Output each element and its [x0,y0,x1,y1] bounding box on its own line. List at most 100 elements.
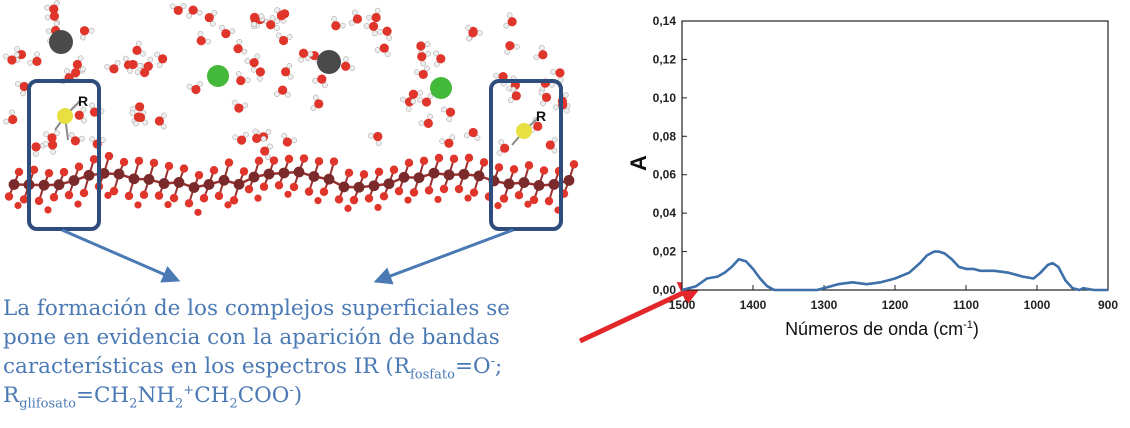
surface-atom [514,161,534,208]
surface-atom [304,157,324,205]
surface-atom [379,165,399,201]
water-molecule [266,15,280,31]
water-molecule [275,32,293,46]
water-molecule [3,109,18,125]
water-molecule [496,139,510,156]
water-molecule [42,140,58,155]
surface-atom [469,158,489,197]
water-molecule [154,51,168,69]
water-molecule [27,51,42,66]
surface-atom [184,170,204,216]
water-molecule [281,132,298,147]
water-molecule [204,9,218,27]
water-molecule [154,112,167,130]
surface-atom [544,166,564,214]
y-tick-label: 0,00 [653,283,677,297]
water-molecule [341,56,356,72]
surface-atom [124,156,144,209]
surface-atom [109,157,129,196]
water-molecule [441,106,456,122]
surface-atom [94,151,114,199]
caption-line-3: características en los espectros IR (Rfo… [3,353,503,383]
caption-line-2: pone en evidencia con la aparición de ba… [3,325,500,350]
water-molecule [72,55,86,72]
water-molecule [14,46,27,63]
surface-atom [49,167,69,202]
surface-atom [214,158,234,209]
x-tick-label: 1000 [1024,298,1051,312]
highlight-box-right [489,79,563,231]
water-molecule [250,66,266,82]
water-molecule [507,86,521,104]
surface-atom [364,167,384,212]
plot-frame [681,20,1109,291]
water-molecule [252,128,267,143]
surface-chain [4,151,579,216]
water-molecule [196,30,212,46]
water-molecule [31,142,46,157]
water-molecule [274,85,291,98]
water-molecule [463,127,481,141]
arrow-right [373,228,514,285]
y-axis-ticks: 0,00 0,02 0,04 0,06 0,08 0,10 0,12 0,14 [653,14,687,297]
water-molecule [538,89,552,107]
water-molecule [44,0,60,14]
water-molecule [129,110,143,127]
x-axis-label: Números de onda (cm-1) [785,319,979,339]
x-tick-label: 1500 [669,298,696,312]
surface-atom [229,167,249,205]
gray-ion [49,30,73,54]
water-molecule [408,89,424,105]
water-molecule [3,52,20,65]
water-molecule [233,38,248,55]
water-molecule [74,106,87,124]
r-label-left: R [78,93,88,109]
ir-spectrum-chart: 0,00 0,02 0,04 0,06 0,08 0,10 0,12 0,14 1500 140… [626,14,1118,339]
water-molecule [533,44,548,61]
surface-atom [484,163,504,210]
water-molecule [244,53,261,68]
water-molecule [249,12,265,28]
water-molecule [169,3,187,16]
gray-ion [317,50,341,74]
phosphorus-atom [516,123,532,139]
water-molecule [465,24,478,42]
x-tick-label: 1100 [953,298,979,312]
water-molecule [186,5,203,19]
caption-line-4: Rglifosato=CH2NH2+CH2COO-) [3,382,303,412]
water-molecule [219,24,236,39]
arrow-red [578,282,705,344]
water-molecule [127,59,143,74]
surface-atom [64,162,84,208]
series-line [681,250,1108,292]
molecular-illustration: R R [3,0,579,231]
water-molecule [433,50,446,68]
surface-atom [139,158,159,200]
water-molecule [545,136,558,154]
x-axis-ticks: 1500 1400 1300 1200 1100 1000 900 [669,285,1118,312]
surface-atom [334,168,354,212]
water-molecule [417,50,431,67]
water-molecule [68,132,85,146]
water-molecule [79,26,95,41]
caption-line-1: La formación de los complejos superficia… [3,296,511,321]
x-tick-label: 1200 [882,298,909,312]
water-molecule [232,131,249,145]
surface-atom [409,156,429,197]
green-ion [430,77,452,99]
water-molecule [418,113,433,128]
water-molecule [417,93,434,107]
surface-atom [394,158,414,204]
surface-atom [199,166,219,203]
surface-atom [349,170,369,205]
water-molecule [89,102,105,117]
surface-atom [439,154,459,194]
ions [49,30,452,99]
water-molecule [377,26,393,41]
highlight-box-left [27,79,101,231]
y-tick-label: 0,10 [653,91,677,105]
surface-atom [529,166,549,205]
water-molecule [310,94,324,112]
water-molecule [504,41,520,56]
y-axis-label: A [626,155,651,171]
